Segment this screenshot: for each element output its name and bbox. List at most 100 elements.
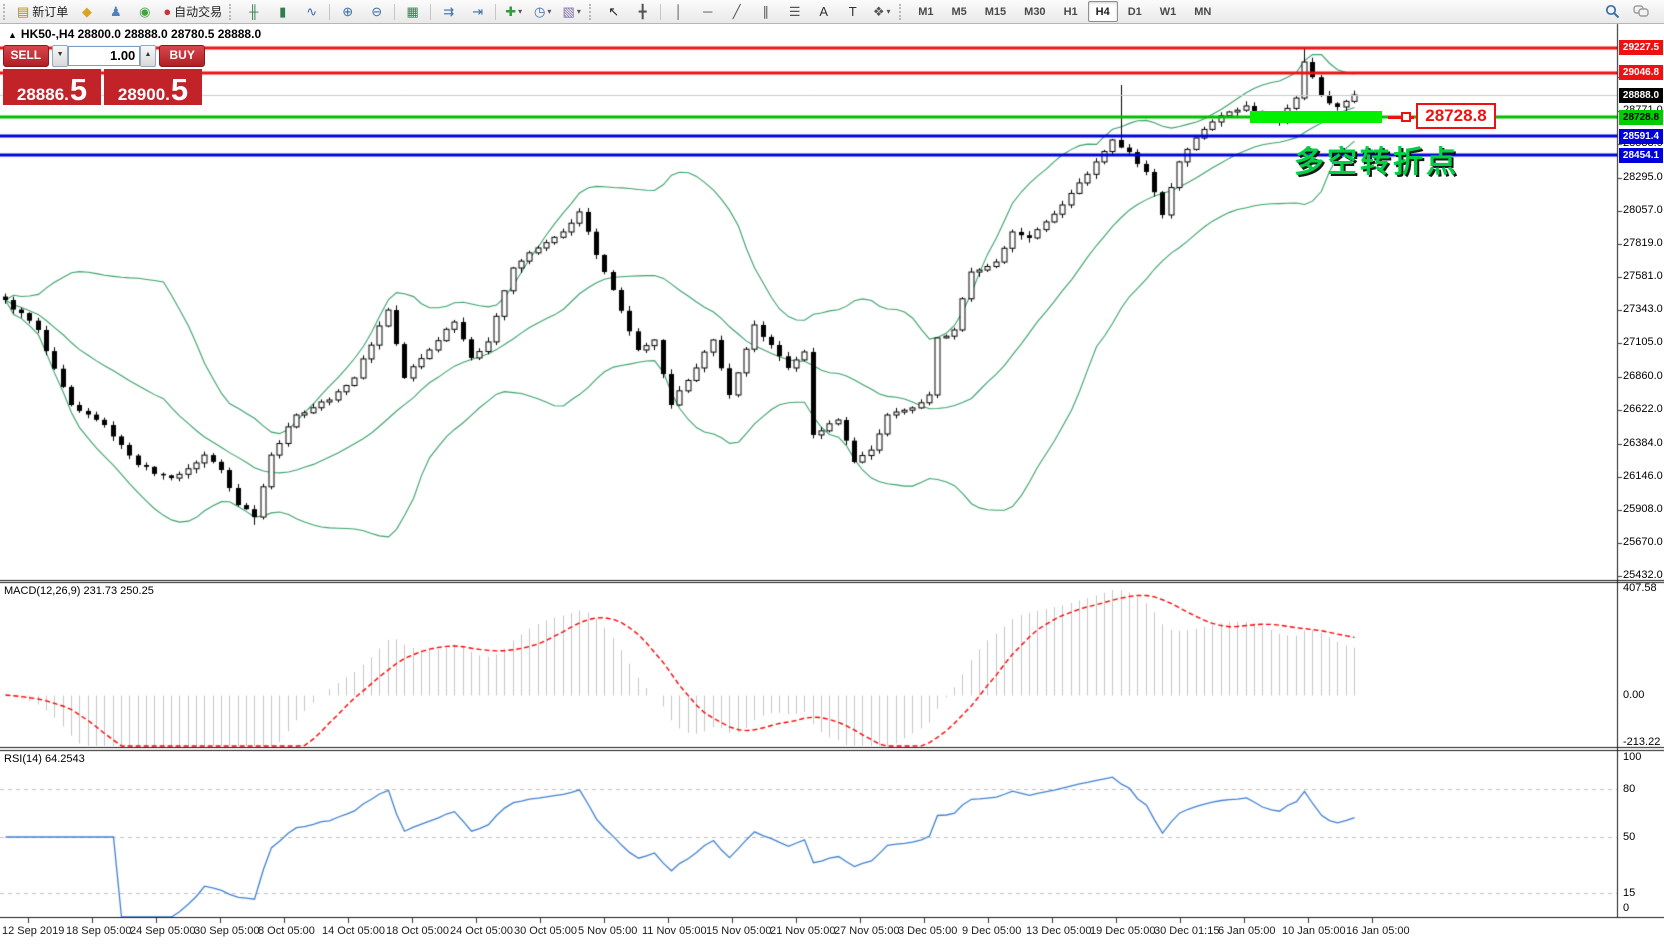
market-watch-icon[interactable]: ◆	[73, 1, 100, 22]
time-axis-tick: 5 Nov 05:00	[578, 925, 638, 937]
templates-icon: ▧	[562, 4, 575, 19]
horizontal-line-icon: ─	[703, 4, 713, 19]
timeframe-button-w1[interactable]: W1	[1159, 5, 1177, 18]
horizontal-line-icon[interactable]: ─	[694, 1, 721, 22]
toolbar-separator	[329, 3, 331, 20]
buy-button[interactable]: BUY	[159, 45, 205, 67]
timeframe-button-h4[interactable]: H4	[1087, 1, 1118, 22]
templates-icon[interactable]: ▧ ▾	[558, 1, 585, 22]
signals-icon: ◉	[139, 4, 151, 19]
price-axis-tick: 28295.0	[1623, 170, 1663, 183]
arrows-icon[interactable]: ❖ ▾	[868, 1, 895, 22]
auto-scroll-icon[interactable]: ⇉	[435, 1, 462, 22]
volume-input[interactable]: 1.00	[67, 46, 141, 66]
periods-icon[interactable]: ◷ ▾	[529, 1, 556, 22]
time-axis-tick: 14 Oct 05:00	[322, 925, 385, 937]
chart-shift-icon[interactable]: ⇥	[464, 1, 491, 22]
chat-icon[interactable]	[1628, 1, 1655, 22]
volume-increase-button[interactable]: ▲	[140, 45, 156, 67]
sell-price-big-digit: 5	[69, 72, 88, 107]
zoom-in-icon: ⊕	[342, 4, 354, 19]
timeframe-button-h1[interactable]: H1	[1063, 5, 1078, 18]
timeframe-button-mn[interactable]: MN	[1194, 5, 1212, 18]
dropdown-arrow-icon[interactable]: ▾	[576, 7, 581, 16]
price-axis-tick: 26622.0	[1623, 403, 1663, 416]
price-axis-tick: 26146.0	[1623, 469, 1663, 482]
tile-windows-icon[interactable]: ▦	[399, 1, 426, 22]
time-axis-tick: 8 Oct 05:00	[258, 925, 315, 937]
time-axis-tick: 10 Jan 05:00	[1282, 925, 1346, 937]
ohlc-text: HK50-,H4 28800.0 28888.0 28780.5 28888.0	[20, 27, 262, 41]
expert-advisors-icon[interactable]: ♟	[102, 1, 129, 22]
chart-shift-icon: ⇥	[472, 4, 484, 19]
volume-decrease-button[interactable]: ▼	[52, 45, 68, 67]
sell-price-display[interactable]: 28886. 5	[3, 69, 101, 105]
one-click-trading-panel: SELL ▼ 1.00 ▲ BUY 28886. 5 28900. 5	[3, 45, 205, 105]
buy-price-big-digit: 5	[170, 72, 189, 107]
time-axis-tick: 18 Oct 05:00	[386, 925, 449, 937]
price-axis-tick: 27819.0	[1623, 236, 1663, 249]
toolbar-grip	[899, 3, 906, 20]
time-axis-tick: 21 Nov 05:00	[770, 925, 836, 937]
text-label-icon: T	[848, 4, 857, 19]
zoom-in-icon[interactable]: ⊕	[334, 1, 361, 22]
dropdown-arrow-icon[interactable]: ▾	[886, 7, 891, 16]
fibonacci-icon: ☰	[788, 4, 801, 19]
new-order-button[interactable]: ▤ 新订单	[14, 1, 71, 22]
time-axis-tick: 18 Sep 05:00	[66, 925, 132, 937]
time-axis-tick: 11 Nov 05:00	[642, 925, 707, 937]
price-tag-label: 28728.8	[1416, 103, 1496, 129]
crosshair-icon[interactable]: ╋	[629, 1, 656, 22]
price-level-label: 28728.8	[1619, 109, 1663, 125]
bar-chart-icon[interactable]: ╫	[240, 1, 267, 22]
chart-annotation-text: 多空转折点	[1294, 146, 1459, 179]
signals-icon[interactable]: ◉	[131, 1, 158, 22]
search-icon[interactable]	[1599, 1, 1626, 22]
dropdown-arrow-icon[interactable]: ▾	[547, 7, 552, 16]
price-level-label: 28454.1	[1619, 147, 1663, 163]
candlestick-chart-icon: ▮	[279, 4, 287, 19]
add-indicator-icon[interactable]: ✚ ▾	[500, 1, 527, 22]
zoom-out-icon[interactable]: ⊖	[363, 1, 390, 22]
price-axis-tick: 25908.0	[1623, 502, 1663, 515]
timeframe-button-m30[interactable]: M30	[1024, 5, 1046, 18]
timeframe-button-m5[interactable]: M5	[951, 5, 967, 18]
vertical-line-icon[interactable]: │	[665, 1, 692, 22]
collapse-panel-icon[interactable]: ▲	[8, 30, 17, 40]
rsi-scale-label: 80	[1623, 783, 1636, 795]
candlestick-chart-icon[interactable]: ▮	[269, 1, 296, 22]
market-watch-icon: ◆	[81, 4, 92, 19]
sell-price-main: 28886.	[16, 85, 69, 104]
macd-indicator-label: MACD(12,26,9) 231.73 250.25	[4, 585, 154, 597]
rsi-scale-label: 50	[1623, 831, 1636, 843]
symbol-ohlc-header: ▲ HK50-,H4 28800.0 28888.0 28780.5 28888.…	[8, 27, 261, 41]
price-axis-tick: 25670.0	[1623, 535, 1663, 548]
channel-icon[interactable]: ∥	[752, 1, 779, 22]
arrows-icon: ❖	[872, 4, 885, 19]
toolbar-right-group	[1598, 1, 1664, 22]
new-order-button-label: 新订单	[32, 5, 69, 19]
toolbar-separator	[430, 3, 432, 20]
rsi-indicator-label: RSI(14) 64.2543	[4, 753, 85, 765]
main-toolbar: ▤ 新订单 ◆ ♟ ◉ ● 自动交易 ╫ ▮ ∿ ⊕ ⊖ ▦ ⇉ ⇥ ✚ ▾ ◷ ▾ ▧ ▾ ↖ ╋ │ ─ ╱ ∥ ☰ A T ❖ ▾ M1 M…	[0, 0, 1664, 24]
cursor-icon[interactable]: ↖	[600, 1, 627, 22]
buy-price-display[interactable]: 28900. 5	[104, 69, 202, 105]
text-label-icon[interactable]: T	[839, 1, 866, 22]
toolbar-separator	[495, 3, 497, 20]
time-axis-tick: 19 Dec 05:00	[1090, 925, 1156, 937]
dropdown-arrow-icon[interactable]: ▾	[518, 7, 523, 16]
timeframe-button-d1[interactable]: D1	[1127, 5, 1142, 18]
auto-trading-button[interactable]: ● 自动交易	[160, 1, 225, 22]
timeframe-button-m15[interactable]: M15	[984, 5, 1007, 18]
timeframe-button-m1[interactable]: M1	[918, 5, 934, 18]
text-icon[interactable]: A	[810, 1, 837, 22]
sell-button[interactable]: SELL	[3, 45, 49, 67]
trendline-icon[interactable]: ╱	[723, 1, 750, 22]
periods-icon: ◷	[534, 4, 546, 19]
line-chart-icon[interactable]: ∿	[298, 1, 325, 22]
time-axis-tick: 30 Sep 05:00	[194, 925, 260, 937]
fibonacci-icon[interactable]: ☰	[781, 1, 808, 22]
macd-scale-label: -213.22	[1623, 736, 1661, 748]
